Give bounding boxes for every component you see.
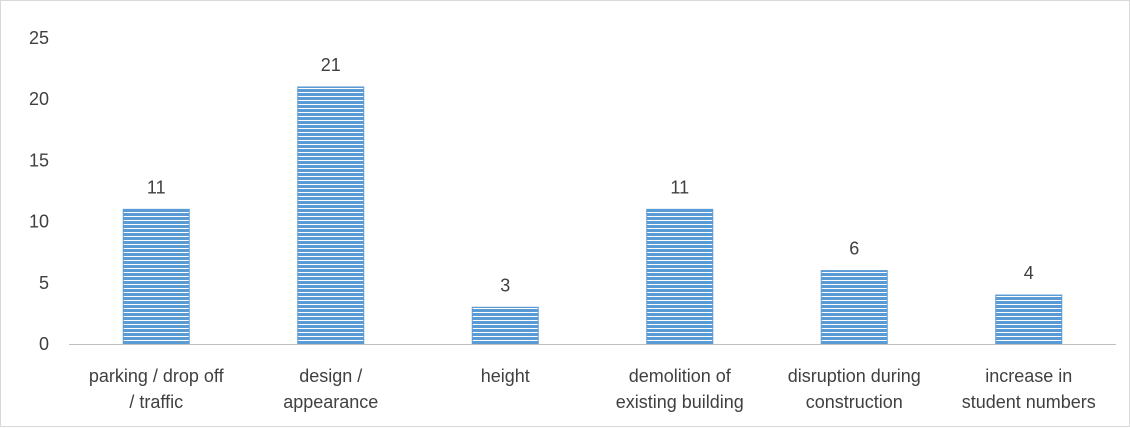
data-label: 11 <box>147 177 166 197</box>
bar <box>646 208 714 345</box>
x-category-label-line: increase in <box>985 366 1072 386</box>
x-category-label-line: disruption during <box>788 366 921 386</box>
x-category-label: design / appearance <box>283 366 378 412</box>
x-category-label-line: demolition of <box>629 366 732 386</box>
y-tick-label: 5 <box>39 273 49 293</box>
x-category-label: disruption during construction <box>788 366 921 412</box>
x-category-label-line: existing building <box>616 392 744 412</box>
x-category-label-line: height <box>481 366 530 386</box>
x-category-label: demolition of existing building <box>616 366 744 412</box>
data-label: 21 <box>321 55 341 75</box>
data-label: 11 <box>670 177 689 197</box>
x-category-label-line: / traffic <box>129 392 183 412</box>
y-tick-label: 20 <box>29 89 49 109</box>
x-category-label-line: parking / drop off <box>89 366 225 386</box>
bar <box>297 86 365 345</box>
x-category-label: increase in student numbers <box>962 366 1096 412</box>
x-category-label: height <box>481 366 530 386</box>
bar <box>820 270 888 345</box>
y-tick-label: 25 <box>29 28 49 48</box>
y-axis-tick-labels: 0 5 10 15 20 25 <box>29 28 49 354</box>
data-labels-group: 11 21 3 11 6 4 <box>147 55 1034 295</box>
bar <box>471 306 539 345</box>
data-label: 4 <box>1024 263 1034 283</box>
x-category-label-line: appearance <box>283 392 378 412</box>
x-category-label-line: construction <box>806 392 903 412</box>
bar <box>995 294 1063 345</box>
bar <box>122 208 190 345</box>
y-tick-label: 15 <box>29 150 49 170</box>
y-tick-label: 10 <box>29 212 49 232</box>
x-category-label: parking / drop off / traffic <box>89 366 225 412</box>
x-category-label-line: design / <box>299 366 362 386</box>
data-label: 3 <box>500 275 510 295</box>
x-axis-category-labels: parking / drop off / traffic design / appea… <box>89 366 1096 412</box>
x-category-label-line: student numbers <box>962 392 1096 412</box>
data-label: 6 <box>849 239 859 259</box>
y-tick-label: 0 <box>39 334 49 354</box>
bars-group <box>122 86 1063 345</box>
